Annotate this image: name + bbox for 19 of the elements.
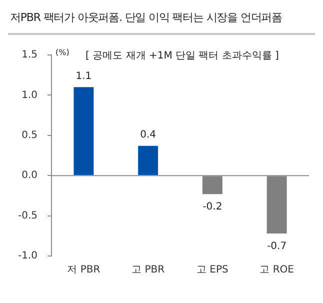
data-label: 1.1 bbox=[76, 70, 92, 82]
y-axis-title: (%) bbox=[56, 48, 70, 58]
y-tick-label: -0.5 bbox=[18, 210, 38, 222]
y-tick-label: 0.0 bbox=[22, 170, 38, 182]
data-label: -0.7 bbox=[267, 241, 287, 252]
bar bbox=[138, 146, 158, 176]
data-label: -0.2 bbox=[202, 202, 222, 213]
x-tick-label: 고 PBR bbox=[132, 264, 165, 276]
bar bbox=[74, 87, 94, 176]
y-tick-label: 1.0 bbox=[22, 90, 38, 101]
x-tick-label: 고 ROE bbox=[260, 264, 294, 276]
y-tick-label: -1.0 bbox=[18, 250, 38, 262]
y-tick-label: 1.5 bbox=[22, 50, 38, 61]
chart-title: 저PBR 팩터가 아웃퍼폼. 단일 이익 팩터는 시장을 언더퍼폼 bbox=[9, 10, 283, 26]
x-tick-label: 저 PBR bbox=[67, 264, 100, 276]
x-tick-label: 고 EPS bbox=[196, 264, 228, 276]
y-tick-label: 0.5 bbox=[22, 130, 38, 141]
chart-subtitle: [ 공메도 재개 +1M 단일 팩터 초과수익률 ] bbox=[86, 50, 280, 62]
data-label: 0.4 bbox=[140, 129, 156, 140]
